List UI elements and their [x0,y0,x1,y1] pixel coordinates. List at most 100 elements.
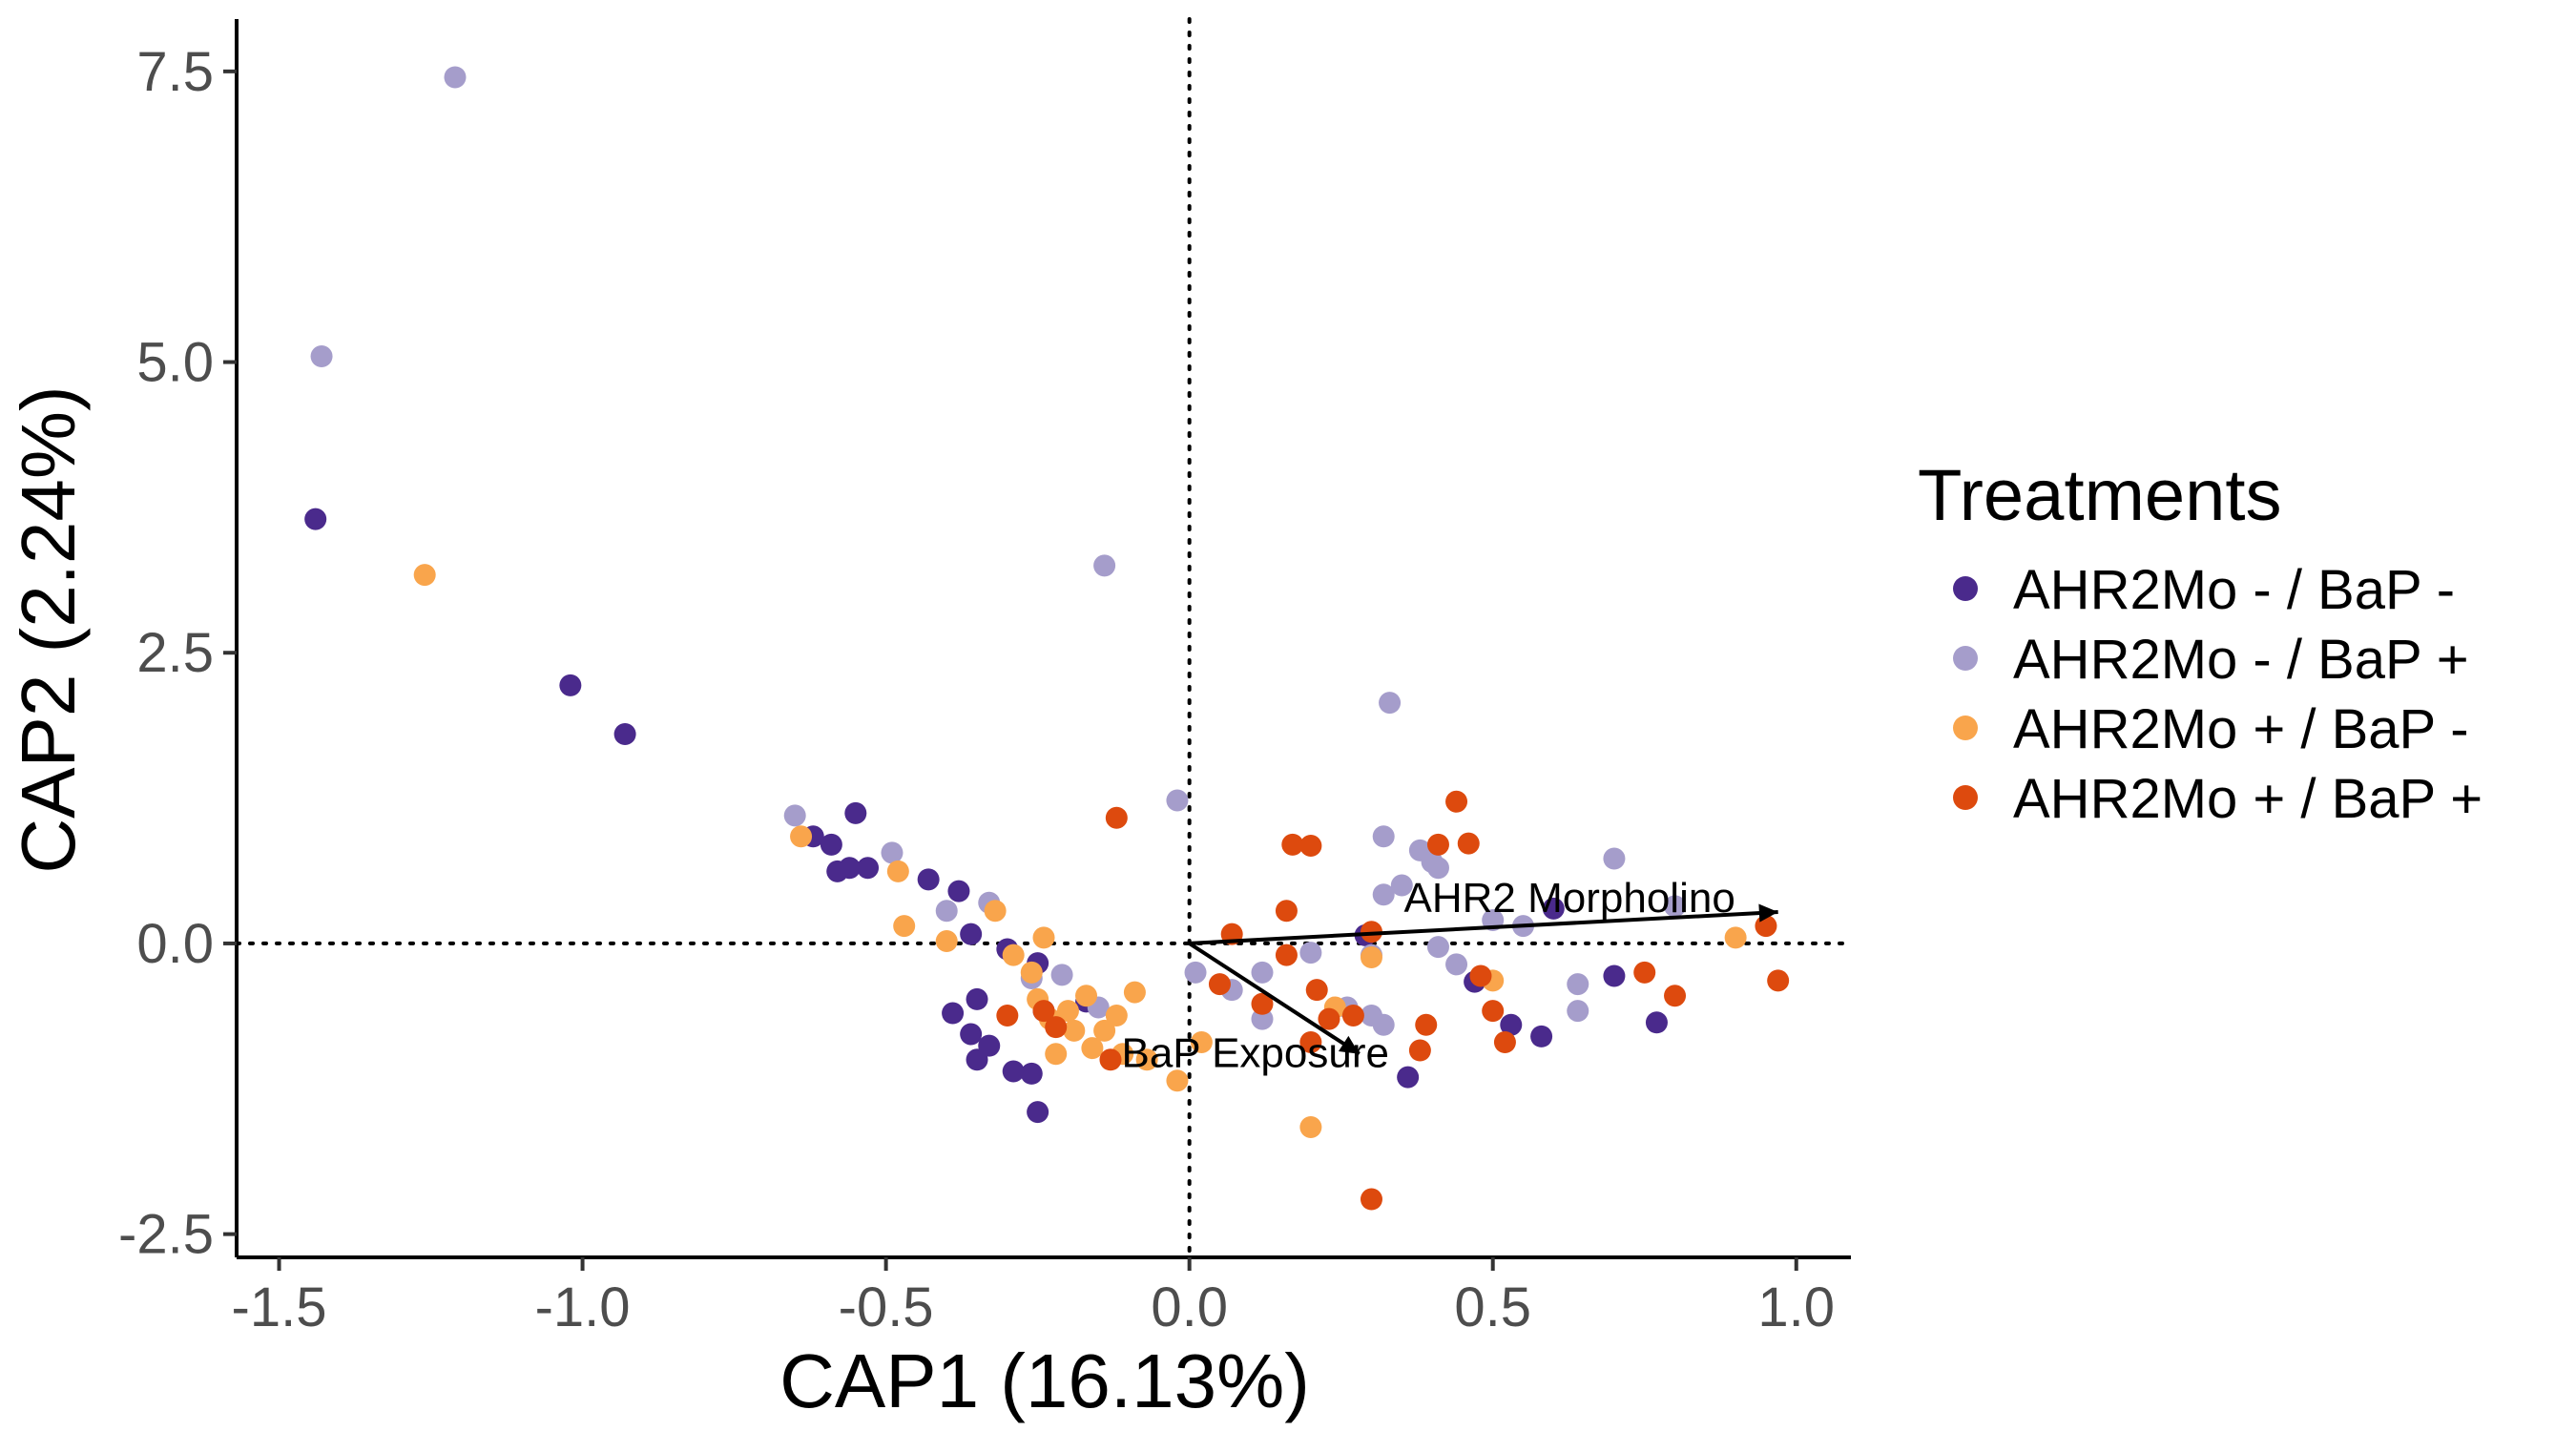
data-point-s2-p27 [1724,926,1747,949]
data-point-s3-p22 [1457,832,1480,855]
data-point-s1-p2 [783,804,806,827]
data-point-s1-p3 [881,841,904,864]
x-axis-title: CAP1 (16.13%) [779,1338,1310,1423]
data-point-s2-p4 [935,929,958,952]
data-point-s2-p17 [1105,1004,1128,1027]
legend-label-2: AHR2Mo + / BaP - [2013,698,2469,760]
data-point-s1-p30 [1567,973,1589,996]
data-point-s3-p17 [1360,1188,1382,1211]
data-point-s0-p0 [304,508,327,530]
data-point-s2-p25 [1360,946,1382,969]
x-tick-label-3: 0.0 [1151,1276,1228,1338]
data-point-s1-p9 [1166,789,1189,812]
data-point-s3-p15 [1341,1004,1364,1027]
data-point-s0-p7 [838,857,861,880]
data-point-s2-p9 [1032,926,1055,949]
data-point-s0-p18 [1002,1060,1025,1083]
data-point-s2-p22 [1190,1031,1213,1054]
data-point-s0-p19 [1020,1062,1043,1085]
data-point-s2-p14 [1075,985,1098,1007]
x-tick-label-5: 1.0 [1757,1276,1835,1338]
x-tick-label-4: 0.5 [1454,1276,1531,1338]
data-point-s2-p12 [1056,1000,1079,1023]
data-point-s1-p0 [444,66,467,89]
data-point-s2-p5 [984,900,1007,923]
data-point-s3-p7 [1251,992,1274,1015]
legend-label-0: AHR2Mo - / BaP - [2013,559,2455,621]
data-point-s3-p18 [1408,1039,1431,1062]
data-point-s1-p25 [1426,857,1449,880]
data-point-s3-p23 [1469,964,1492,987]
arrow-label-1: BaP Exposure [1121,1030,1388,1077]
data-point-s3-p25 [1493,1031,1516,1054]
legend-title: Treatments [1918,455,2282,536]
x-tick-label-0: -1.5 [232,1276,327,1338]
y-tick-label-4: 7.5 [136,41,214,103]
data-point-s1-p11 [1184,961,1207,984]
data-point-s2-p13 [1063,1019,1086,1042]
data-point-s0-p31 [1542,897,1565,920]
data-point-s3-p19 [1415,1013,1438,1036]
arrow-head-1 [1338,1035,1360,1054]
data-point-s0-p8 [857,857,880,880]
data-point-s2-p6 [1002,944,1025,966]
data-point-s0-p6 [844,801,867,824]
data-point-s3-p24 [1482,1000,1505,1023]
data-point-s2-p16 [1093,1019,1116,1042]
ticks: -1.5 -1.0 -0.5 0.0 0.5 1.0 -2.5 0.0 2.5 5.0 7.5 [118,41,1835,1338]
data-point-s2-p0 [413,564,436,587]
data-point-s2-p21 [1135,1048,1158,1071]
data-point-s0-p14 [966,987,988,1010]
legend-swatch-0 [1953,576,1978,601]
data-point-s3-p2 [1032,1000,1055,1023]
data-point-s0-p12 [942,1002,965,1025]
data-point-s1-p14 [1251,1007,1274,1030]
axes [235,19,1851,1259]
data-point-s3-p27 [1664,985,1687,1007]
data-point-s1-p27 [1445,953,1468,976]
data-point-s3-p1 [996,1004,1019,1027]
data-point-s1-p32 [1603,847,1626,870]
data-point-s1-p19 [1372,1013,1395,1036]
data-point-s3-p14 [1318,1007,1340,1030]
data-point-s0-p2 [613,723,636,746]
data-point-s2-p20 [1166,1069,1189,1092]
data-point-s1-p18 [1372,883,1395,906]
data-point-s3-p13 [1305,979,1328,1002]
data-point-s2-p19 [1123,981,1146,1004]
data-point-s2-p2 [886,860,909,882]
data-point-s3-p0 [1105,806,1128,829]
data-point-s2-p23 [1299,1115,1322,1138]
data-point-s3-p4 [1099,1048,1122,1071]
data-point-s1-p13 [1251,961,1274,984]
legend: Treatments AHR2Mo - / BaP -AHR2Mo - / Ba… [1918,455,2483,830]
data-point-s2-p1 [790,825,813,848]
legend-items: AHR2Mo - / BaP - AHR2Mo - / BaP + AHR2Mo +… [1953,559,2483,830]
x-tick-label-2: -0.5 [839,1276,934,1338]
arrow-line-0 [1189,910,1778,945]
arrow-head-0 [1758,903,1778,923]
data-point-s3-p26 [1633,961,1656,984]
legend-swatch-1 [1953,646,1978,671]
data-point-s0-p20 [1027,1101,1049,1124]
data-point-s2-p11 [1045,1043,1068,1066]
data-point-s2-p7 [1020,961,1043,984]
y-axis-title: CAP2 (2.24%) [6,385,91,873]
y-tick-label-0: -2.5 [118,1204,214,1266]
data-point-s1-p22 [1390,874,1413,897]
data-point-s3-p29 [1767,969,1790,992]
data-point-s1-p1 [310,344,333,367]
data-point-s1-p10 [1093,554,1116,577]
data-point-s2-p3 [893,915,916,938]
y-tick-label-3: 5.0 [136,332,214,394]
y-tick-label-1: 0.0 [136,913,214,975]
data-point-s2-p15 [1081,1037,1104,1060]
data-point-s0-p16 [978,1034,1001,1057]
data-point-s1-p15 [1299,942,1322,964]
data-point-s0-p11 [960,923,983,945]
data-point-s3-p3 [1045,1016,1068,1039]
data-point-s1-p31 [1567,1000,1589,1023]
data-point-s3-p12 [1299,1031,1322,1054]
legend-swatch-3 [1953,785,1978,810]
